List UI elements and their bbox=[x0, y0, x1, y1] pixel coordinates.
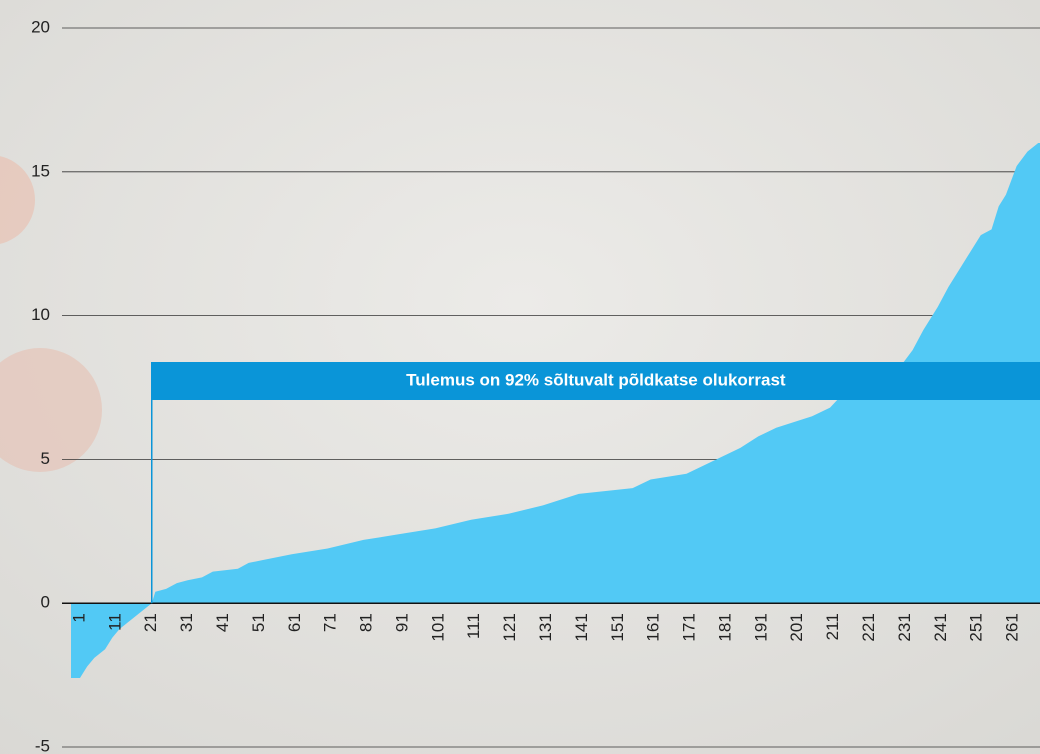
chart: -505101520111213141516171819110111112113… bbox=[0, 0, 1040, 754]
annotation-text: Tulemus on 92% sõltuvalt põldkatse oluko… bbox=[406, 370, 786, 389]
x-tick-label: 41 bbox=[213, 613, 232, 632]
x-tick-label: 231 bbox=[895, 613, 914, 641]
x-tick-label: 241 bbox=[931, 613, 950, 641]
x-tick-label: 171 bbox=[680, 613, 699, 641]
x-tick-label: 61 bbox=[285, 613, 304, 632]
x-tick-label: 151 bbox=[608, 613, 627, 641]
y-tick-label: 10 bbox=[31, 305, 50, 324]
y-tick-label: 0 bbox=[41, 593, 50, 612]
y-tick-label: 20 bbox=[31, 17, 50, 36]
y-tick-label: -5 bbox=[35, 736, 50, 754]
x-tick-label: 111 bbox=[464, 613, 483, 639]
x-tick-label: 31 bbox=[177, 613, 196, 632]
x-tick-label: 141 bbox=[572, 613, 591, 641]
y-tick-label: 15 bbox=[31, 161, 50, 180]
x-tick-label: 181 bbox=[715, 613, 734, 641]
x-tick-label: 1 bbox=[69, 613, 88, 622]
x-tick-label: 221 bbox=[859, 613, 878, 641]
x-tick-label: 131 bbox=[536, 613, 555, 641]
x-tick-label: 71 bbox=[321, 613, 340, 632]
x-tick-label: 101 bbox=[428, 613, 447, 641]
x-tick-label: 201 bbox=[787, 613, 806, 641]
x-tick-label: 121 bbox=[500, 613, 519, 641]
x-tick-label: 21 bbox=[141, 613, 160, 632]
x-tick-label: 251 bbox=[967, 613, 986, 641]
y-tick-label: 5 bbox=[41, 449, 50, 468]
x-tick-label: 161 bbox=[644, 613, 663, 641]
x-tick-label: 11 bbox=[105, 613, 124, 631]
x-tick-label: 91 bbox=[392, 613, 411, 632]
x-tick-label: 191 bbox=[751, 613, 770, 641]
page: -505101520111213141516171819110111112113… bbox=[0, 0, 1040, 754]
x-tick-label: 211 bbox=[823, 613, 842, 640]
x-tick-label: 51 bbox=[249, 613, 268, 632]
x-tick-label: 261 bbox=[1003, 613, 1022, 641]
x-tick-label: 81 bbox=[357, 613, 376, 632]
